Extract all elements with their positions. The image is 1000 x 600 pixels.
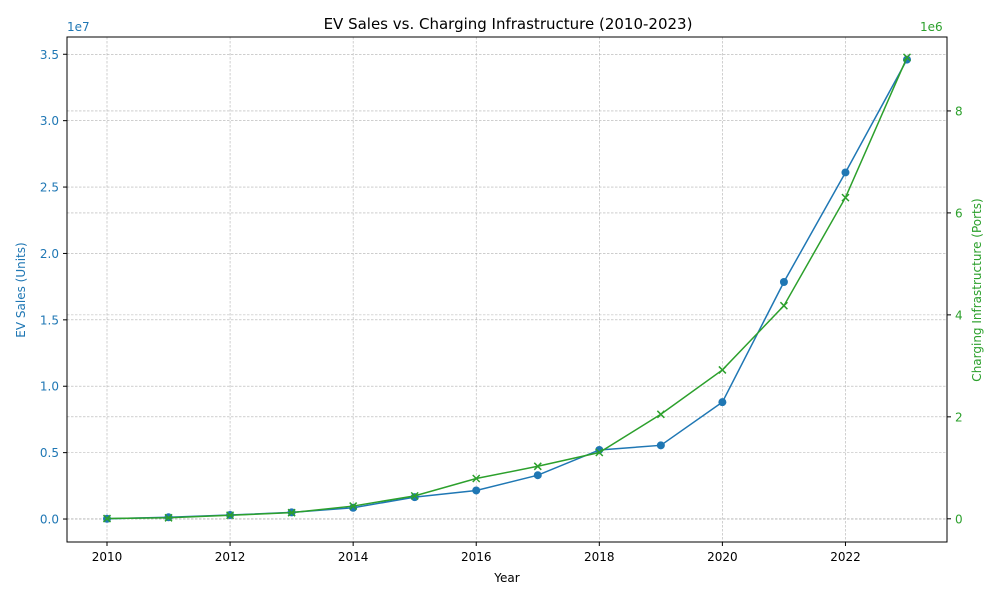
data-point xyxy=(226,511,235,520)
right-y-tick-label: 4 xyxy=(955,308,963,322)
left-y-tick-label: 2.5 xyxy=(40,181,59,195)
left-y-tick-label: 3.0 xyxy=(40,114,59,128)
right-y-axis: 0 2 4 6 8 xyxy=(947,104,963,526)
series-right-axis xyxy=(102,53,912,523)
data-point xyxy=(349,502,358,511)
data-point xyxy=(164,513,173,522)
x-tick-label: 2012 xyxy=(215,550,246,564)
right-y-tick-label: 6 xyxy=(955,206,963,220)
x-tick-label: 2014 xyxy=(338,550,369,564)
left-y-tick-label: 3.5 xyxy=(40,48,59,62)
series-line xyxy=(106,57,908,520)
data-point xyxy=(595,448,604,457)
data-point xyxy=(472,486,481,495)
x-tick-label: 2016 xyxy=(461,550,492,564)
data-point xyxy=(287,508,296,517)
series-layer xyxy=(102,53,912,523)
right-y-tick-label: 0 xyxy=(955,512,963,526)
data-point xyxy=(841,168,850,177)
data-point xyxy=(533,471,542,480)
x-tick-label: 2010 xyxy=(92,550,123,564)
left-y-tick-label: 0.5 xyxy=(40,446,59,460)
data-point xyxy=(841,193,850,202)
data-point xyxy=(779,301,788,310)
right-y-tick-label: 2 xyxy=(955,410,963,424)
right-axis-offset-label: 1e6 xyxy=(920,20,943,34)
chart-title: EV Sales vs. Charging Infrastructure (20… xyxy=(324,15,693,33)
data-point xyxy=(779,277,788,286)
data-point xyxy=(656,410,665,419)
left-y-axis: 0.0 0.5 1.0 1.5 2.0 2.5 3.0 3.5 xyxy=(40,48,67,527)
data-point xyxy=(902,53,912,62)
left-y-tick-label: 0.0 xyxy=(40,513,59,527)
data-point xyxy=(656,441,665,450)
left-y-tick-label: 2.0 xyxy=(40,247,59,261)
x-tick-label: 2022 xyxy=(830,550,861,564)
right-y-axis-label: Charging Infrastructure (Ports) xyxy=(970,198,984,381)
x-axis: 2010 2012 2014 2016 2018 2020 2022 xyxy=(92,542,861,564)
data-point xyxy=(533,462,542,471)
data-point xyxy=(410,491,419,500)
left-axis-offset-label: 1e7 xyxy=(67,20,90,34)
x-axis-label: Year xyxy=(493,571,519,585)
left-y-axis-label: EV Sales (Units) xyxy=(14,242,28,337)
data-point xyxy=(102,514,112,523)
x-tick-label: 2018 xyxy=(584,550,615,564)
left-y-tick-label: 1.5 xyxy=(40,313,59,327)
data-point xyxy=(472,474,481,483)
x-tick-label: 2020 xyxy=(707,550,738,564)
data-point xyxy=(718,365,727,374)
left-y-tick-label: 1.0 xyxy=(40,380,59,394)
plot-frame xyxy=(66,36,948,543)
data-point xyxy=(718,398,727,407)
right-y-tick-label: 8 xyxy=(955,104,963,118)
